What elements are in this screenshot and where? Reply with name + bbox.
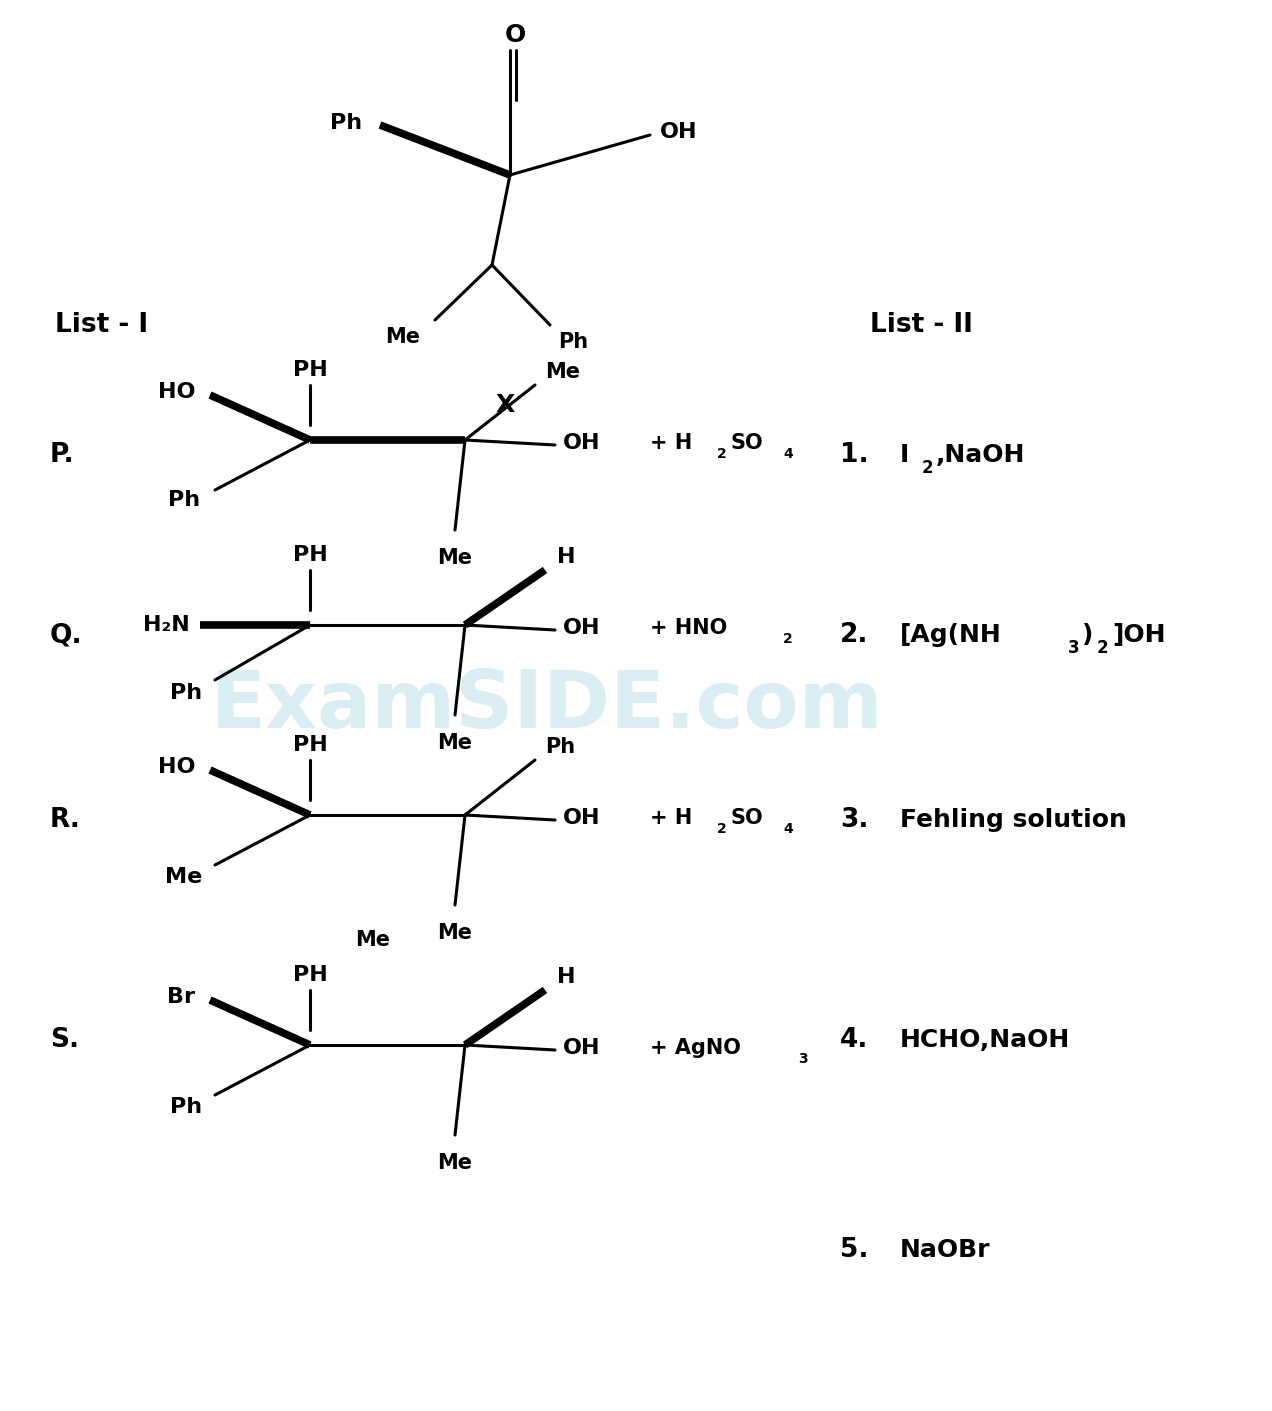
Text: P.: P. [50,442,75,468]
Text: ): ) [1082,624,1094,648]
Text: OH: OH [563,809,600,828]
Text: PH: PH [293,360,327,380]
Text: [Ag(NH: [Ag(NH [901,624,1002,648]
Text: OH: OH [563,1038,600,1058]
Text: Ph: Ph [170,683,202,703]
Text: + HNO: + HNO [650,618,728,638]
Text: List - I: List - I [55,312,148,339]
Text: I: I [901,443,909,467]
Text: OH: OH [563,618,600,638]
Text: Me: Me [165,866,202,888]
Text: Ph: Ph [168,490,200,509]
Text: 4: 4 [784,447,792,461]
Text: + AgNO: + AgNO [650,1038,740,1058]
Text: PH: PH [293,545,327,564]
Text: X: X [495,394,515,418]
Text: S.: S. [50,1027,79,1053]
Text: NaOBr: NaOBr [901,1237,991,1261]
Text: Ph: Ph [544,737,575,756]
Text: HO: HO [158,756,195,777]
Text: H: H [557,547,575,567]
Text: 4.: 4. [840,1027,869,1053]
Text: OH: OH [563,433,600,453]
Text: Ph: Ph [329,113,363,133]
Text: OH: OH [660,121,697,143]
Text: + H: + H [650,433,692,453]
Text: 3: 3 [1068,639,1080,658]
Text: ,NaOH: ,NaOH [936,443,1025,467]
Text: R.: R. [50,807,81,832]
Text: SO: SO [730,809,763,828]
Text: PH: PH [293,735,327,755]
Text: 1.: 1. [840,442,869,468]
Text: Me: Me [385,327,420,347]
Text: ExamSIDE.com: ExamSIDE.com [211,666,883,745]
Text: Me: Me [355,930,391,950]
Text: Me: Me [438,732,472,753]
Text: 2: 2 [1096,639,1109,658]
Text: HCHO,NaOH: HCHO,NaOH [901,1029,1070,1053]
Text: O: O [505,23,525,47]
Text: 2: 2 [922,459,934,477]
Text: SO: SO [730,433,763,453]
Text: Q.: Q. [50,622,83,648]
Text: 2: 2 [717,447,726,461]
Text: Me: Me [438,923,472,943]
Text: HO: HO [158,382,195,402]
Text: Me: Me [544,363,580,382]
Text: 3.: 3. [840,807,869,832]
Text: 2: 2 [717,823,726,835]
Text: 2.: 2. [840,622,869,648]
Text: + H: + H [650,809,692,828]
Text: Br: Br [167,988,195,1007]
Text: 2: 2 [784,632,792,646]
Text: 5.: 5. [840,1237,869,1263]
Text: Me: Me [438,1153,472,1173]
Text: H₂N: H₂N [144,615,190,635]
Text: PH: PH [293,965,327,985]
Text: 4: 4 [784,823,792,835]
Text: 3: 3 [798,1053,808,1065]
Text: Me: Me [438,547,472,569]
Text: List - II: List - II [870,312,973,339]
Text: Ph: Ph [558,332,588,351]
Text: H: H [557,967,575,988]
Text: ]OH: ]OH [1112,624,1165,648]
Text: Fehling solution: Fehling solution [901,809,1127,832]
Text: Ph: Ph [170,1096,202,1118]
